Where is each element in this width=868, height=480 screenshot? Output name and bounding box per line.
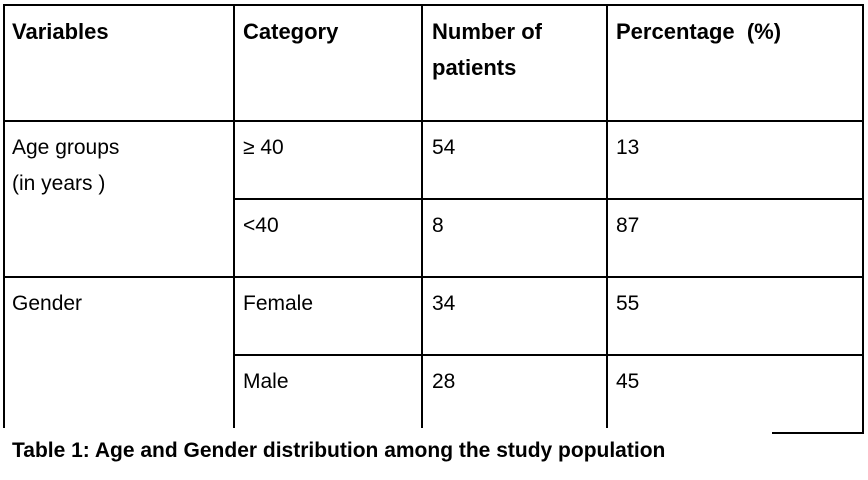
header-divider	[3, 120, 864, 122]
variable-age-line2: (in years )	[12, 172, 106, 195]
header-number-of-patients: Number of patients	[432, 14, 542, 86]
number-cell: 8	[432, 214, 444, 237]
category-cell: Male	[243, 370, 289, 393]
header-percentage: Percentage (%)	[616, 19, 782, 44]
table-border-right	[862, 4, 864, 434]
column-divider	[606, 4, 608, 428]
percentage-cell: 13	[616, 136, 640, 159]
category-cell: <40	[243, 214, 279, 237]
column-divider	[421, 4, 423, 428]
number-cell: 54	[432, 136, 456, 159]
variable-age-groups: Age groups (in years )	[12, 130, 119, 202]
table-border-left	[3, 4, 5, 428]
variable-gender: Gender	[12, 292, 83, 315]
percentage-cell: 87	[616, 214, 640, 237]
table-border-bottom	[772, 432, 864, 434]
number-cell: 34	[432, 292, 456, 315]
table-border-top	[3, 4, 864, 6]
header-number-line1: Number of	[432, 19, 542, 44]
row-divider	[233, 198, 864, 200]
variable-age-line1: Age groups	[12, 136, 120, 159]
category-cell: ≥ 40	[243, 136, 284, 159]
number-cell: 28	[432, 370, 456, 393]
group-divider	[3, 276, 864, 278]
percentage-cell: 55	[616, 292, 640, 315]
percentage-cell: 45	[616, 370, 640, 393]
header-category: Category	[243, 19, 339, 44]
header-variables: Variables	[12, 19, 109, 44]
column-divider	[233, 4, 235, 428]
category-cell: Female	[243, 292, 314, 315]
header-number-line2: patients	[432, 55, 517, 80]
table-caption: Table 1: Age and Gender distribution amo…	[12, 439, 666, 462]
row-divider	[233, 354, 864, 356]
